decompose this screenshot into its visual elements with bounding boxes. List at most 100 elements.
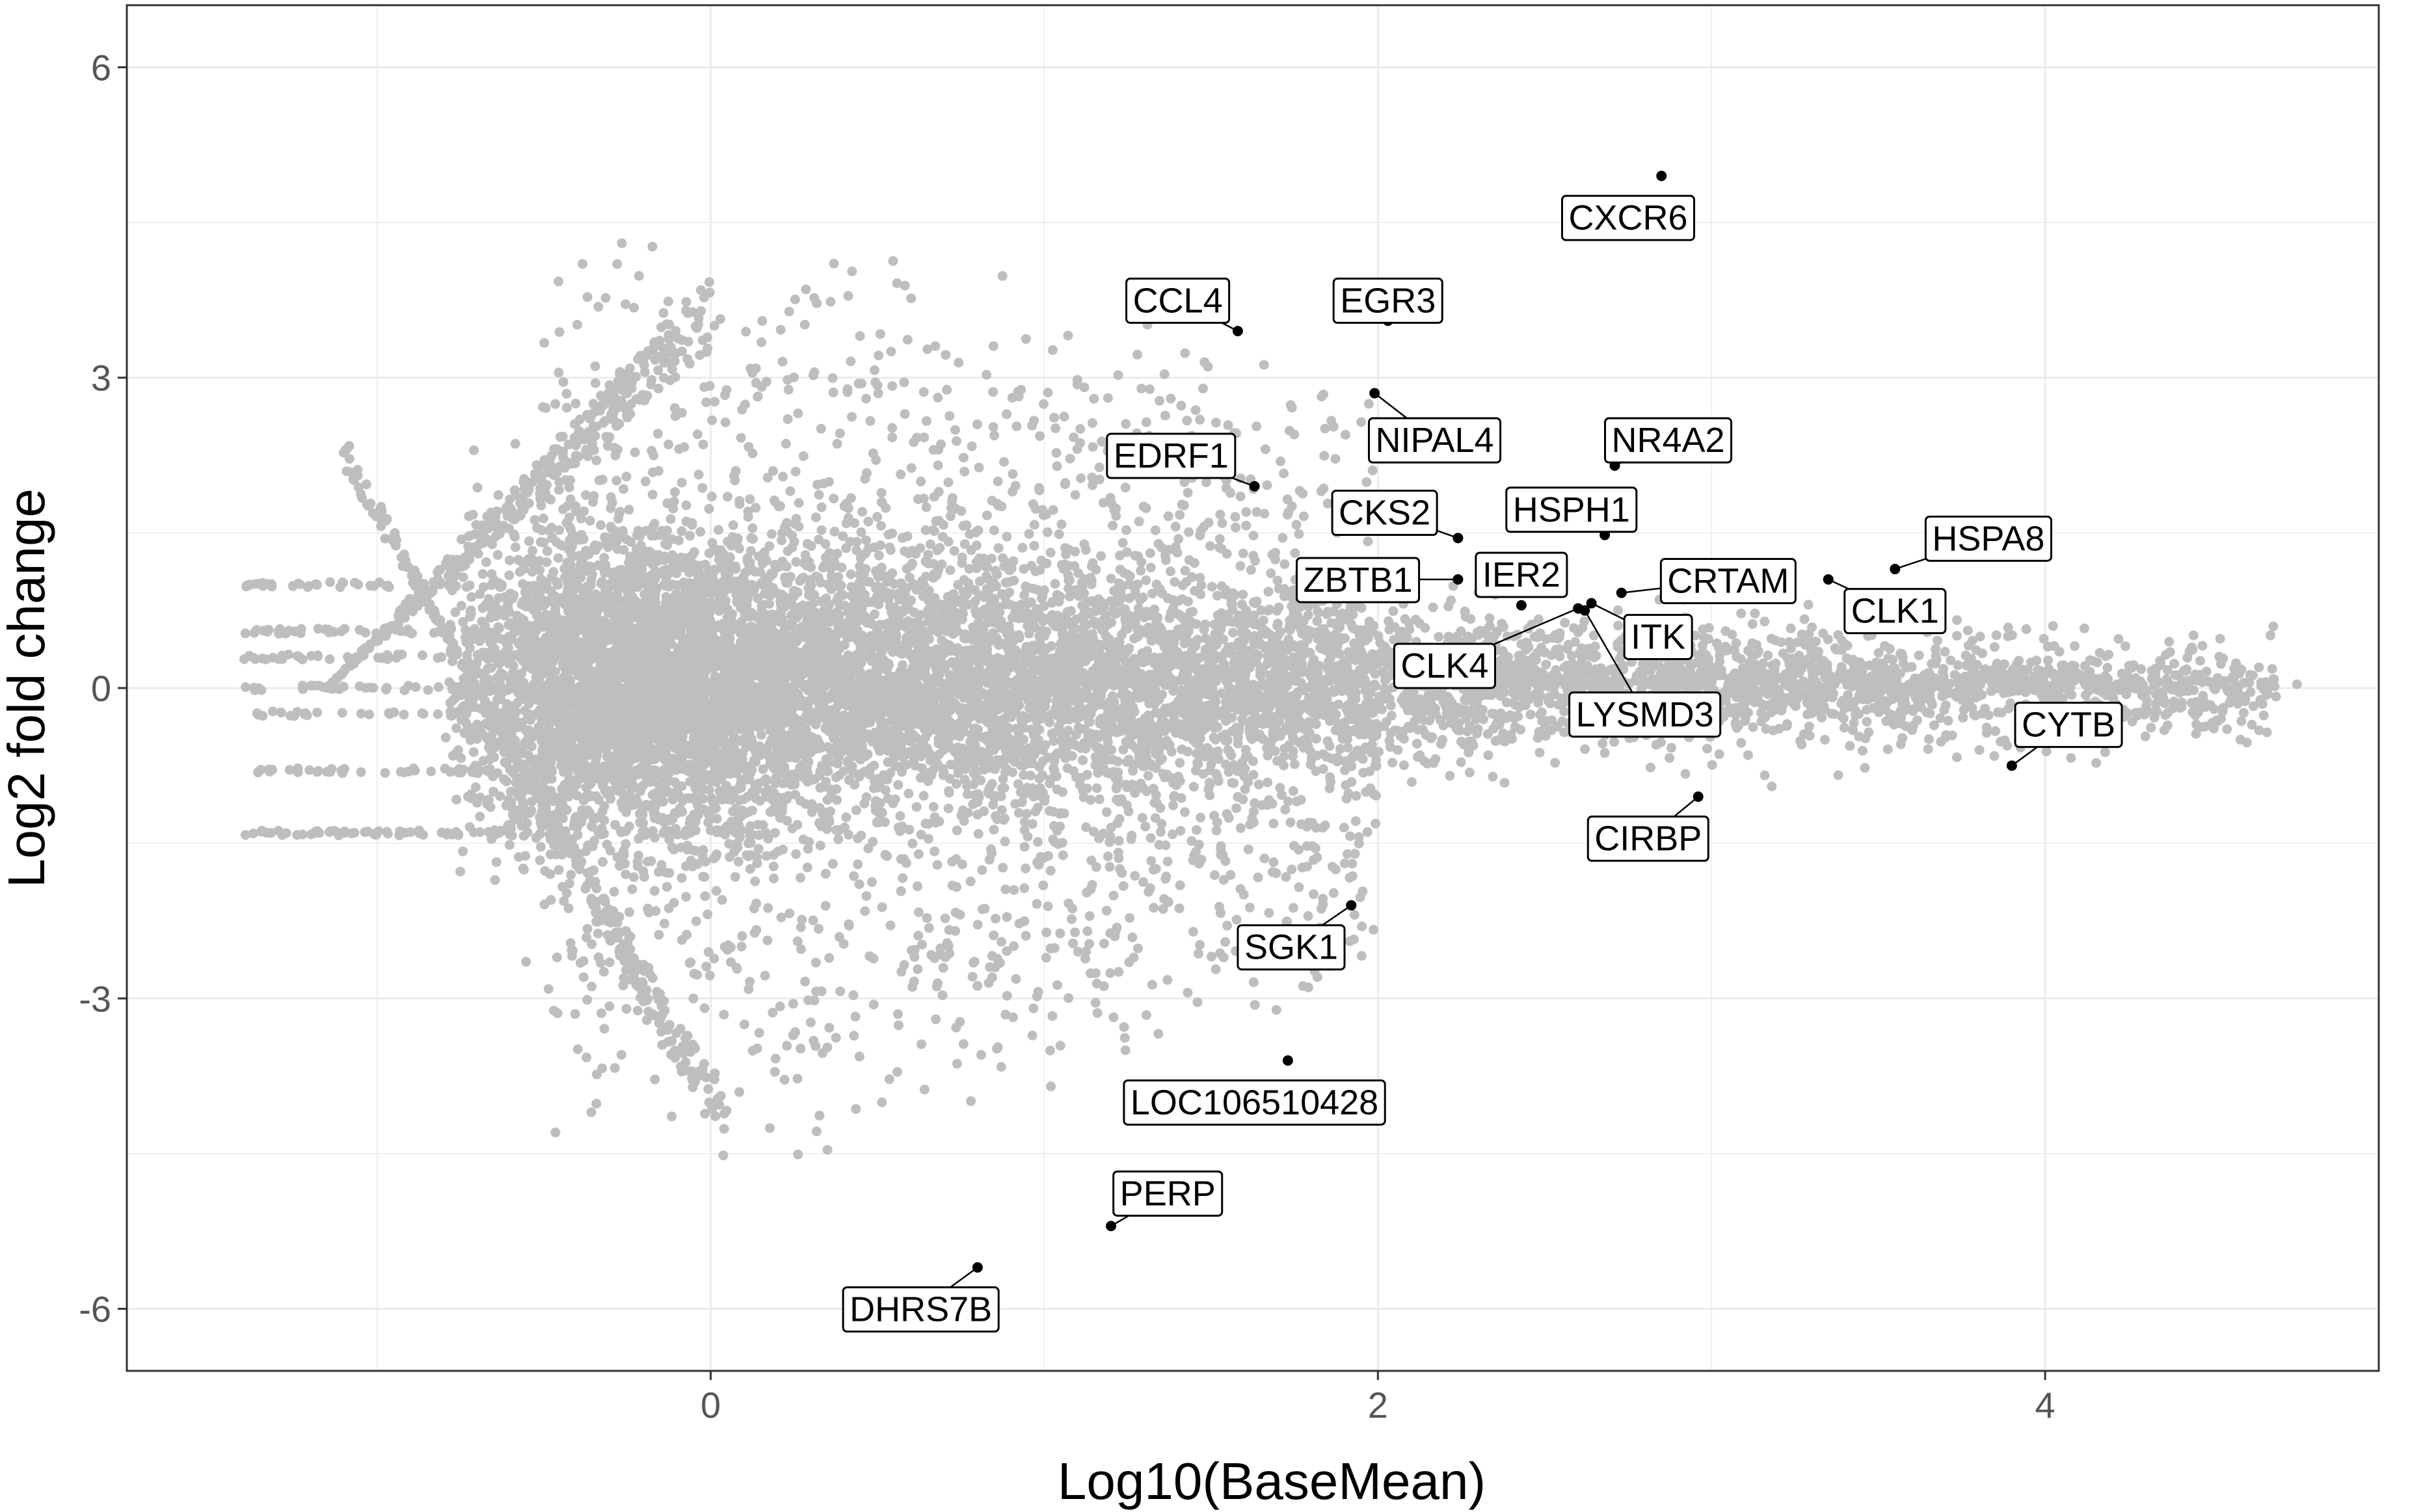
data-point [596,520,606,530]
data-point [881,503,891,513]
data-point [1570,637,1580,647]
data-point [1318,764,1328,775]
data-point [510,438,520,449]
data-point [1272,576,1283,586]
data-point [1388,606,1399,617]
data-point [950,726,961,736]
data-point [456,601,466,611]
data-point [491,857,502,868]
data-point [691,916,701,926]
data-point [1091,783,1102,793]
data-point [1248,770,1259,780]
data-point [1037,594,1047,603]
data-point [1312,616,1322,626]
data-point [750,876,760,886]
data-point [1533,614,1544,624]
data-point [665,514,676,524]
data-point [820,868,831,879]
data-point [1579,616,1590,626]
data-point [535,537,546,547]
data-point [911,802,922,812]
data-point [1406,777,1417,787]
data-point [662,882,672,892]
data-point [440,732,451,743]
data-point [695,527,706,537]
data-point [624,821,634,832]
data-point [999,783,1010,793]
data-point [468,747,479,757]
data-point [533,722,544,732]
data-point [1266,568,1276,579]
data-point [1303,610,1313,620]
data-point [918,791,929,801]
data-point [791,849,801,859]
data-point [685,531,695,541]
data-point [1613,605,1623,615]
data-point [481,557,491,567]
data-point [698,794,708,804]
data-point [553,553,563,563]
data-point [1175,758,1185,768]
data-point [1114,836,1124,846]
data-point [558,504,569,514]
data-point [747,523,758,533]
data-point [554,525,565,535]
data-point [966,545,976,555]
data-point [2292,679,2302,689]
data-point [1609,737,1619,747]
data-point [1064,583,1074,593]
data-point [535,855,545,866]
data-point [2081,690,2091,700]
data-point [539,513,548,524]
data-point [566,869,576,880]
data-point [524,536,534,546]
data-point [982,511,992,520]
data-point [1190,637,1201,647]
data-point [1143,771,1153,781]
data-point [1443,601,1454,611]
data-point [564,483,574,492]
data-point [904,788,914,799]
data-point [511,542,520,552]
data-point [796,873,805,883]
data-point [516,557,527,567]
data-point [851,805,861,816]
data-point [1311,766,1321,776]
data-point [1393,745,1403,755]
data-point [609,886,619,897]
data-point [464,511,474,522]
data-point [598,856,608,867]
data-point [1613,620,1624,631]
data-point [1445,771,1455,781]
background-points [239,238,2302,1161]
data-point [1598,738,1608,749]
data-point [664,868,675,878]
data-point [503,603,513,613]
data-point [1387,758,1397,768]
data-point [1456,757,1466,767]
data-point [1838,713,1849,724]
data-point [493,490,503,500]
data-point [1166,566,1175,577]
data-point [777,589,787,600]
data-point [1501,697,1512,708]
data-point [554,484,564,495]
data-point [1763,650,1773,661]
data-point [450,607,461,617]
data-point [1211,734,1221,745]
data-point [676,477,687,488]
data-point [528,546,538,556]
data-point [653,429,663,439]
data-point [1551,665,1561,675]
data-point [606,524,617,534]
data-point [1415,750,1425,760]
data-point [1436,739,1446,749]
data-point [1541,659,1551,670]
data-point [1043,689,1053,699]
data-point [1034,724,1045,735]
data-point [856,527,866,537]
data-point [475,812,485,822]
data-point [477,569,488,579]
data-point [851,537,862,547]
